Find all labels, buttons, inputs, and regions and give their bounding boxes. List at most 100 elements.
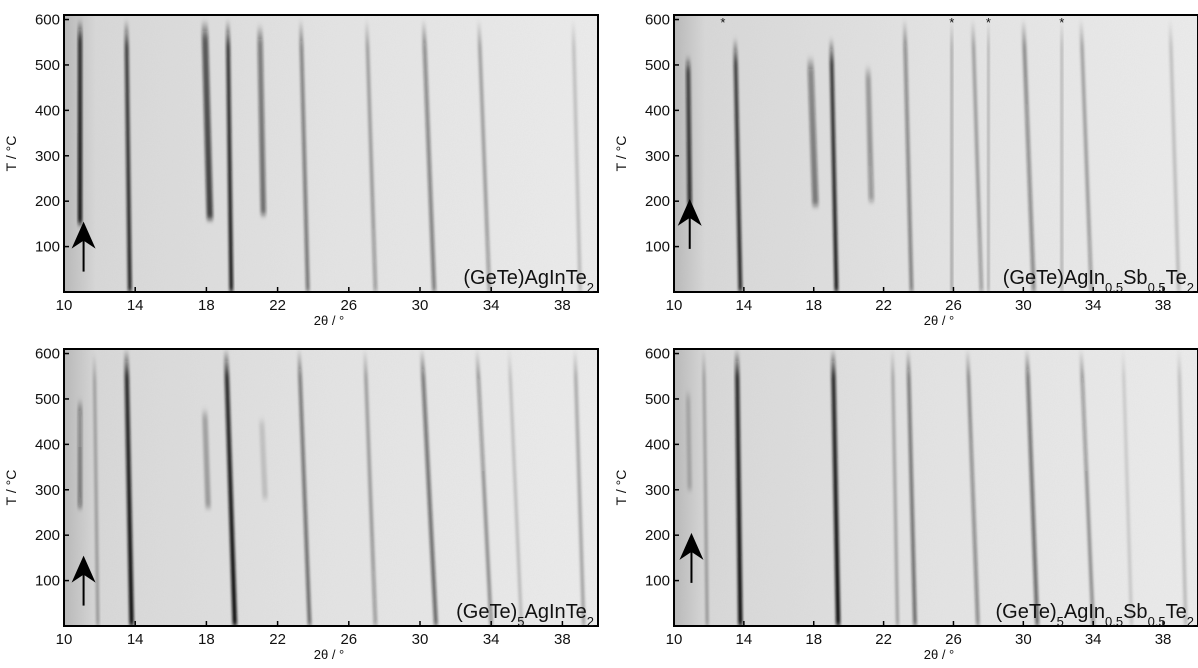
x-tick-label: 26 bbox=[340, 631, 357, 648]
y-axis-label: T / °C bbox=[613, 470, 629, 506]
y-tick-label: 500 bbox=[35, 57, 60, 74]
reflections bbox=[685, 19, 1181, 292]
y-tick-label: 600 bbox=[645, 346, 670, 363]
panel-3: 10 14 18 22 26 30 34 38 100 200 300 400 500 600 2θ / °… bbox=[3, 346, 599, 662]
reflection-band bbox=[1021, 19, 1036, 292]
x-tick-label: 14 bbox=[736, 297, 753, 314]
reflection-band bbox=[571, 19, 582, 292]
y-tick-label: 100 bbox=[645, 239, 670, 256]
y-tick-label: 200 bbox=[35, 527, 60, 544]
y-tick-label: 100 bbox=[35, 239, 60, 256]
y-tick-label: 500 bbox=[645, 391, 670, 408]
up-arrow-icon bbox=[677, 198, 702, 249]
reflection-band bbox=[77, 19, 83, 224]
y-tick-label: 600 bbox=[35, 12, 60, 29]
reflection-band bbox=[573, 349, 586, 626]
reflection-band bbox=[124, 349, 134, 626]
reflection-band bbox=[1079, 349, 1095, 626]
reflection-band bbox=[807, 55, 819, 206]
impurity-marker: * bbox=[986, 15, 991, 30]
y-tick-label: 200 bbox=[645, 527, 670, 544]
reflection-band bbox=[258, 417, 268, 499]
reflection-band bbox=[201, 408, 211, 508]
plot-frame bbox=[63, 14, 599, 293]
x-tick-label: 34 bbox=[483, 297, 500, 314]
x-tick-label: 22 bbox=[269, 631, 286, 648]
reflection-band bbox=[225, 19, 234, 292]
reflection-band bbox=[733, 37, 743, 292]
heatmap-noise bbox=[64, 349, 598, 626]
y-tick-label: 100 bbox=[35, 573, 60, 590]
y-tick-label: 400 bbox=[35, 102, 60, 119]
y-axis-label: T / °C bbox=[3, 470, 19, 506]
reflection-band bbox=[1121, 349, 1134, 626]
reflection-band bbox=[421, 19, 437, 292]
y-axis-label: T / °C bbox=[613, 136, 629, 172]
reflection-band bbox=[865, 64, 874, 202]
y-tick-label: 500 bbox=[645, 57, 670, 74]
x-tick-label: 38 bbox=[554, 297, 571, 314]
reflection-band bbox=[965, 349, 980, 626]
y-tick-label: 300 bbox=[645, 482, 670, 499]
reflection-band bbox=[685, 55, 692, 206]
reflection-band bbox=[77, 398, 83, 508]
x-axis-label: 2θ / ° bbox=[314, 647, 345, 662]
x-tick-label: 30 bbox=[1015, 297, 1032, 314]
impurity-marker: * bbox=[720, 15, 725, 30]
x-tick-label: 30 bbox=[1015, 631, 1032, 648]
x-tick-label: 18 bbox=[805, 631, 822, 648]
x-tick-label: 10 bbox=[666, 631, 683, 648]
y-tick-label: 300 bbox=[645, 148, 670, 165]
reflection-band bbox=[970, 19, 984, 292]
reflection-band bbox=[363, 349, 378, 626]
reflection-band bbox=[890, 349, 900, 626]
x-tick-label: 34 bbox=[1085, 297, 1102, 314]
x-tick-label: 38 bbox=[1155, 297, 1172, 314]
reflection-band bbox=[364, 19, 378, 292]
reflections bbox=[77, 349, 586, 626]
reflection-band bbox=[201, 19, 214, 220]
reflections bbox=[685, 349, 1188, 626]
sample-label: (GeTe)AgInTe2 bbox=[463, 267, 594, 295]
x-tick-label: 14 bbox=[127, 297, 144, 314]
x-tick-label: 18 bbox=[805, 297, 822, 314]
heatmap-noise bbox=[674, 15, 1198, 292]
impurity-marker: * bbox=[949, 15, 954, 30]
y-tick-label: 200 bbox=[35, 193, 60, 210]
x-tick-label: 26 bbox=[945, 297, 962, 314]
reflection-band bbox=[257, 24, 267, 215]
reflection-band bbox=[1024, 349, 1040, 626]
reflection-band bbox=[1168, 19, 1181, 292]
x-tick-label: 22 bbox=[269, 297, 286, 314]
reflection-band bbox=[734, 349, 743, 626]
reflection-band bbox=[297, 349, 312, 626]
x-tick-label: 34 bbox=[483, 631, 500, 648]
x-axis-label: 2θ / ° bbox=[924, 647, 955, 662]
x-tick-label: 10 bbox=[56, 631, 73, 648]
reflection-band bbox=[507, 349, 524, 626]
reflection-band bbox=[987, 19, 990, 292]
y-tick-label: 600 bbox=[35, 346, 60, 363]
x-tick-label: 30 bbox=[412, 631, 429, 648]
x-tick-label: 10 bbox=[56, 297, 73, 314]
up-arrow-icon bbox=[71, 221, 96, 272]
plot-frame bbox=[63, 348, 599, 627]
reflection-band bbox=[1177, 349, 1188, 626]
panel-1: 10 14 18 22 26 30 34 38 100 200 300 400 500 600 2θ / °… bbox=[3, 12, 599, 328]
reflections bbox=[77, 19, 582, 292]
reflection-band bbox=[124, 19, 132, 292]
reflection-band bbox=[1079, 19, 1094, 292]
x-tick-label: 38 bbox=[1155, 631, 1172, 648]
y-axis-label: T / °C bbox=[3, 136, 19, 172]
y-tick-label: 300 bbox=[35, 148, 60, 165]
x-tick-label: 34 bbox=[1085, 631, 1102, 648]
reflection-band bbox=[829, 37, 839, 292]
reflection-band bbox=[830, 349, 841, 626]
x-axis-label: 2θ / ° bbox=[314, 313, 345, 328]
x-tick-label: 30 bbox=[412, 297, 429, 314]
x-tick-label: 18 bbox=[198, 297, 215, 314]
reflection-band bbox=[298, 19, 310, 292]
x-tick-label: 14 bbox=[736, 631, 753, 648]
y-tick-label: 400 bbox=[35, 436, 60, 453]
